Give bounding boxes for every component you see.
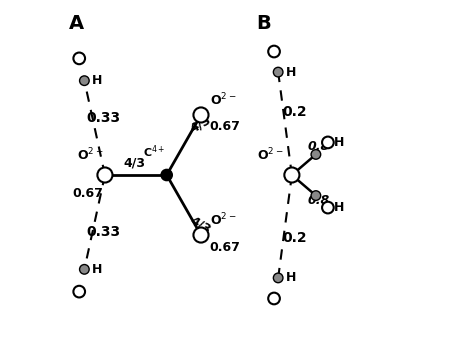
Text: 0.8: 0.8 bbox=[307, 140, 329, 153]
Ellipse shape bbox=[73, 52, 85, 64]
Text: 4/3: 4/3 bbox=[123, 157, 145, 170]
Text: H: H bbox=[286, 271, 296, 285]
Text: 0.8: 0.8 bbox=[307, 194, 329, 207]
Text: A: A bbox=[69, 14, 84, 33]
Ellipse shape bbox=[193, 228, 209, 243]
Text: O$^{2-}$: O$^{2-}$ bbox=[210, 91, 236, 108]
Text: H: H bbox=[334, 136, 345, 149]
Text: H: H bbox=[92, 74, 102, 87]
Text: 0.2: 0.2 bbox=[283, 231, 307, 245]
Text: 0.67: 0.67 bbox=[210, 120, 240, 133]
Ellipse shape bbox=[311, 191, 321, 201]
Text: 0.2: 0.2 bbox=[283, 105, 307, 119]
Ellipse shape bbox=[268, 293, 280, 304]
Ellipse shape bbox=[80, 265, 89, 274]
Ellipse shape bbox=[193, 107, 209, 122]
Text: B: B bbox=[256, 14, 271, 33]
Ellipse shape bbox=[322, 136, 334, 148]
Ellipse shape bbox=[284, 167, 300, 183]
Text: 0.67: 0.67 bbox=[73, 187, 103, 200]
Ellipse shape bbox=[161, 169, 172, 181]
Text: H: H bbox=[286, 65, 296, 79]
Text: C$^{4+}$: C$^{4+}$ bbox=[143, 143, 165, 160]
Text: O$^{2-}$: O$^{2-}$ bbox=[210, 211, 236, 228]
Text: 4/3: 4/3 bbox=[188, 215, 213, 237]
Ellipse shape bbox=[73, 286, 85, 298]
Text: O$^{2-}$: O$^{2-}$ bbox=[257, 146, 283, 163]
Ellipse shape bbox=[311, 149, 321, 159]
Ellipse shape bbox=[80, 76, 89, 85]
Text: 0.67: 0.67 bbox=[210, 241, 240, 254]
Ellipse shape bbox=[273, 273, 283, 283]
Ellipse shape bbox=[322, 202, 334, 214]
Text: 0.33: 0.33 bbox=[86, 225, 120, 239]
Text: 0.33: 0.33 bbox=[86, 111, 120, 125]
Ellipse shape bbox=[97, 167, 112, 183]
Text: 4/3: 4/3 bbox=[188, 113, 213, 135]
Text: O$^{2-}$: O$^{2-}$ bbox=[77, 146, 103, 163]
Text: H: H bbox=[334, 201, 345, 214]
Ellipse shape bbox=[268, 46, 280, 57]
Text: H: H bbox=[92, 263, 102, 276]
Ellipse shape bbox=[273, 67, 283, 77]
